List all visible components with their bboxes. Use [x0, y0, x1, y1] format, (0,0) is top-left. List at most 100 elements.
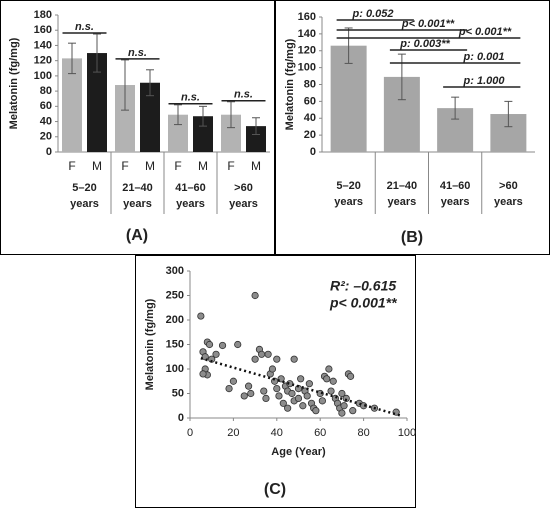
bracket-label: p: 1.000	[463, 75, 506, 87]
x-tick-label: 21–40 years	[387, 180, 418, 208]
y-axis-title: Melatonin (fg/mg)	[8, 37, 20, 129]
x-tick-label: >60 years	[229, 182, 258, 210]
bracket-label: p< 0.001**	[401, 18, 455, 30]
x-tick-label: 60	[314, 427, 326, 439]
point	[275, 392, 283, 400]
y-tick-label: 160	[298, 11, 316, 23]
panel-label: (B)	[401, 229, 423, 246]
point	[273, 384, 281, 393]
y-axis-title: Melatonin (fg/mg)	[144, 298, 156, 390]
y-tick-label: 0	[310, 146, 316, 158]
x-tick-label: >60 years	[494, 180, 523, 208]
x-tick-label: 5–20 years	[70, 182, 99, 210]
point	[299, 402, 307, 410]
bar-label: F	[121, 159, 128, 173]
bar-label: F	[174, 159, 181, 173]
bracket-label: p< 0.001**	[458, 26, 512, 38]
y-tick-label: 160	[34, 24, 52, 36]
bar	[115, 85, 135, 152]
annotation: n.s.	[128, 47, 147, 59]
annotation: p< 0.001**	[329, 295, 397, 311]
y-tick-label: 0	[46, 146, 52, 158]
bar	[62, 58, 82, 153]
point	[251, 291, 259, 300]
y-tick-label: 100	[298, 62, 316, 74]
point	[240, 392, 248, 400]
y-tick-label: 60	[304, 95, 316, 107]
y-tick-label: 40	[40, 115, 52, 127]
point	[329, 377, 337, 385]
y-tick-label: 50	[172, 387, 184, 399]
y-tick-label: 100	[34, 70, 52, 82]
bar	[221, 114, 241, 152]
point	[294, 394, 303, 402]
point	[338, 409, 346, 417]
point	[218, 341, 227, 350]
x-tick-label: 40	[271, 427, 283, 439]
y-tick-label: 80	[304, 78, 316, 90]
y-tick-label: 140	[298, 28, 316, 40]
y-tick-label: 120	[298, 45, 316, 57]
point	[284, 404, 292, 412]
point	[229, 377, 237, 385]
point	[260, 387, 268, 395]
point	[303, 392, 311, 400]
bar	[193, 116, 213, 152]
point	[338, 389, 346, 398]
bracket-label: p: 0.052	[352, 8, 394, 20]
y-tick-label: 100	[166, 363, 184, 375]
point	[327, 387, 335, 395]
annotation: n.s.	[234, 89, 253, 101]
point	[212, 350, 220, 358]
y-tick-label: 40	[304, 112, 316, 124]
point	[225, 384, 233, 393]
y-tick-label: 120	[34, 55, 52, 67]
y-tick-label: 20	[304, 129, 316, 141]
bar	[140, 82, 160, 152]
point	[342, 394, 350, 402]
annotation: n.s.	[75, 21, 94, 33]
y-tick-label: 300	[166, 265, 184, 277]
panel-label: (A)	[126, 227, 148, 244]
x-tick-label: 21–40 years	[122, 182, 153, 210]
point	[268, 365, 277, 373]
point	[251, 355, 259, 363]
point	[262, 394, 270, 402]
point	[273, 355, 281, 363]
y-tick-label: 60	[40, 100, 52, 112]
y-tick-label: 80	[40, 85, 52, 97]
point	[305, 380, 313, 388]
annotation: R²: –0.615	[330, 278, 396, 294]
bar	[246, 126, 266, 152]
bar	[87, 53, 107, 152]
point	[323, 375, 331, 383]
point	[325, 365, 333, 373]
bar-label: M	[198, 159, 208, 173]
annotation: n.s.	[181, 92, 200, 104]
y-tick-label: 200	[166, 314, 184, 326]
x-tick-label: 100	[398, 427, 416, 439]
point	[264, 350, 272, 358]
point	[297, 375, 305, 383]
point	[199, 370, 207, 378]
y-tick-label: 250	[166, 289, 184, 301]
point	[340, 402, 348, 410]
x-tick-label: 0	[187, 427, 193, 439]
point	[290, 355, 298, 363]
point	[349, 407, 357, 415]
y-tick-label: 180	[34, 9, 52, 21]
point	[205, 340, 214, 349]
point	[258, 350, 266, 358]
bar-label: M	[251, 159, 261, 173]
point	[234, 340, 242, 349]
x-tick-label: 80	[357, 427, 369, 439]
point	[312, 407, 320, 415]
bar-label: M	[92, 159, 102, 173]
point	[197, 312, 205, 320]
y-tick-label: 20	[40, 131, 52, 143]
panel-label: (C)	[264, 481, 286, 498]
bracket-label: p: 0.001	[463, 51, 505, 63]
point	[288, 389, 296, 398]
y-axis-title: Melatonin (fg/mg)	[284, 38, 296, 130]
